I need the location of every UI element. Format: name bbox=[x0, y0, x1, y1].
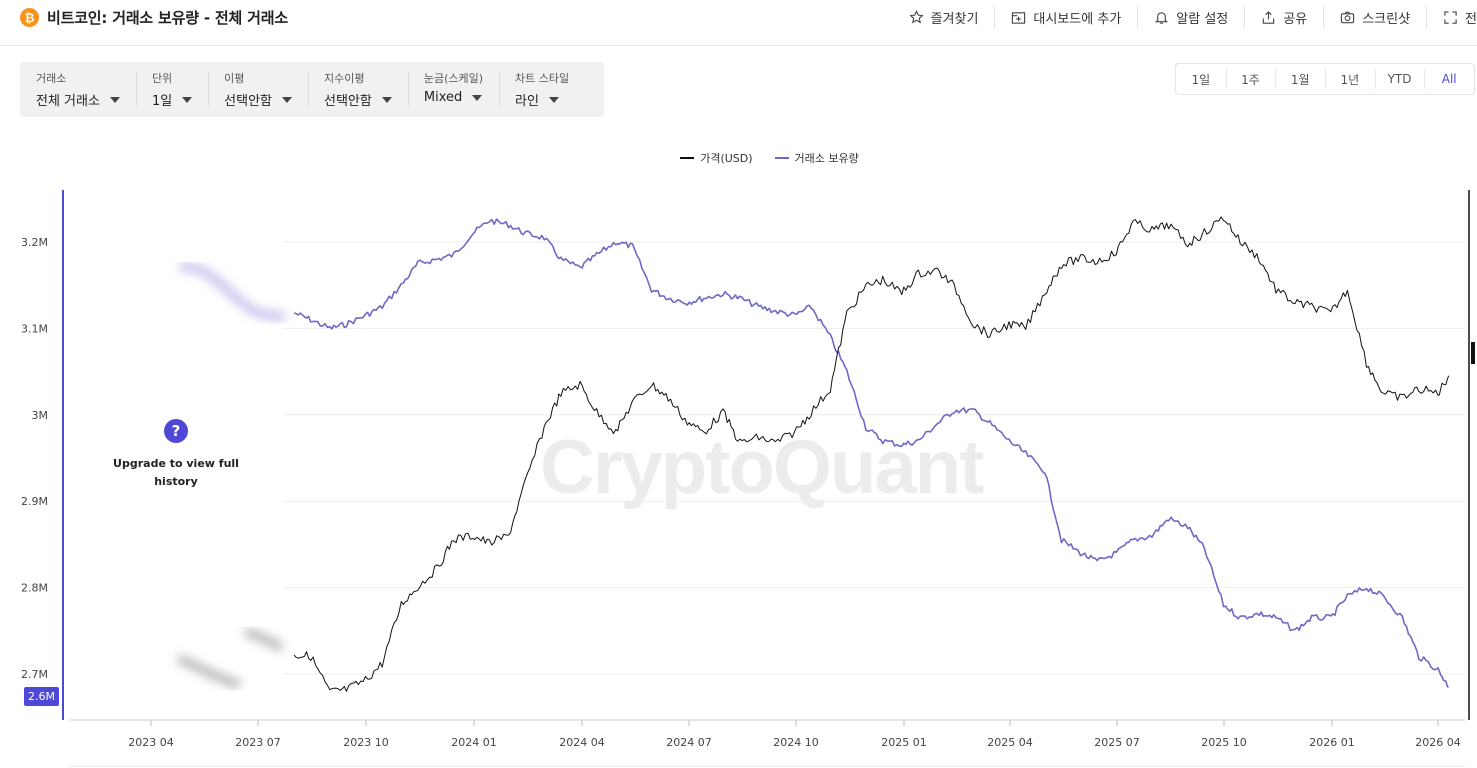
bell-icon bbox=[1155, 11, 1169, 24]
range-1w[interactable]: 1주 bbox=[1225, 67, 1276, 88]
current-value-badge: 2.6M bbox=[24, 687, 59, 706]
series-line-reserve bbox=[293, 218, 1449, 688]
legend-swatch-price bbox=[680, 157, 695, 159]
x-tick-label: 2023 07 bbox=[235, 736, 281, 749]
filter-panel: 거래소 전체 거래소 단위 1일 이평 선택안함 지수이평 선택안함 눈금(스케… bbox=[20, 62, 604, 117]
chevron-down-icon bbox=[472, 94, 483, 101]
share-icon bbox=[1263, 10, 1275, 24]
unit-filter-value: 1일 bbox=[151, 94, 173, 109]
x-tick-label: 2025 04 bbox=[987, 736, 1033, 749]
exchange-filter-label: 거래소 bbox=[36, 72, 67, 85]
x-tick-label: 2024 10 bbox=[773, 736, 819, 749]
legend-item-reserve[interactable]: 거래소 보유량 bbox=[774, 150, 859, 166]
legend-item-price[interactable]: 가격(USD) bbox=[680, 150, 753, 166]
favorite-label: 즐겨찾기 bbox=[930, 11, 979, 27]
chevron-down-icon bbox=[109, 96, 120, 103]
range-ytd[interactable]: YTD bbox=[1374, 69, 1425, 89]
star-icon bbox=[908, 9, 924, 23]
header-actions: 즐겨찾기 대시보드에 추가 알람 설정 공유 스크린샷 전 bbox=[893, 0, 1477, 34]
chart-legend: 가격(USD) 거래소 보유량 bbox=[0, 150, 1477, 166]
bitcoin-icon: ₿ bbox=[20, 8, 39, 27]
chart-style-filter-label: 차트 스타일 bbox=[515, 72, 570, 85]
fullscreen-label: 전 bbox=[1465, 11, 1477, 27]
series-lines bbox=[293, 216, 1450, 692]
ma-filter-label: 이평 bbox=[224, 72, 245, 85]
ma-filter[interactable]: 이평 선택안함 bbox=[208, 62, 308, 117]
legend-swatch-reserve bbox=[774, 157, 789, 159]
legend-label-price: 가격(USD) bbox=[700, 152, 753, 165]
screenshot-button[interactable]: 스크린샷 bbox=[1324, 6, 1428, 28]
header: ₿ 비트코인: 거래소 보유량 - 전체 거래소 즐겨찾기 대시보드에 추가 알… bbox=[0, 0, 1477, 46]
y-tick-label: 3.2M bbox=[21, 236, 48, 249]
x-tick-label: 2024 01 bbox=[451, 736, 497, 749]
screenshot-label: 스크린샷 bbox=[1362, 11, 1411, 27]
ema-filter-value: 선택안함 bbox=[324, 94, 372, 109]
x-tick-label: 2023 10 bbox=[343, 736, 389, 749]
blurred-history bbox=[176, 262, 287, 690]
favorite-button[interactable]: 즐겨찾기 bbox=[893, 6, 996, 28]
range-1d[interactable]: 1일 bbox=[1191, 72, 1211, 87]
x-tick-label: 2026 01 bbox=[1309, 736, 1355, 749]
upgrade-prompt[interactable]: ? Upgrade to view full history bbox=[106, 419, 246, 491]
camera-icon bbox=[1341, 11, 1355, 23]
y-tick-label: 3M bbox=[32, 409, 49, 422]
scale-filter-label: 눈금(스케일) bbox=[423, 72, 484, 85]
chevron-down-icon bbox=[548, 96, 559, 103]
series-line-price bbox=[293, 216, 1450, 692]
share-button[interactable]: 공유 bbox=[1245, 6, 1325, 28]
chevron-down-icon bbox=[182, 96, 193, 103]
blurred-price bbox=[176, 627, 285, 690]
ema-filter[interactable]: 지수이평 선택안함 bbox=[308, 62, 408, 117]
unit-filter-label: 단위 bbox=[151, 72, 173, 85]
y-tick-label: 2.7M bbox=[21, 668, 48, 681]
unit-filter[interactable]: 단위 1일 bbox=[135, 62, 208, 117]
share-label: 공유 bbox=[1283, 11, 1308, 27]
ema-filter-label: 지수이평 bbox=[324, 72, 365, 85]
y-tick-label: 2.8M bbox=[21, 582, 48, 595]
x-tick-label: 2024 07 bbox=[666, 736, 712, 749]
fullscreen-button[interactable]: 전 bbox=[1427, 6, 1477, 28]
y-tick-label: 2.9M bbox=[21, 495, 48, 508]
right-axis-marker bbox=[1471, 342, 1475, 364]
ma-filter-value: 선택안함 bbox=[224, 94, 273, 109]
x-tick-label: 2025 10 bbox=[1201, 736, 1247, 749]
y-axis-ticks: 3.2M 3.1M 3M 2.9M 2.8M 2.7M bbox=[21, 236, 48, 681]
range-1y[interactable]: 1년 bbox=[1325, 67, 1375, 88]
range-1m[interactable]: 1월 bbox=[1275, 67, 1325, 88]
range-selector: 1일 1주 1월 1년 YTD All bbox=[1175, 63, 1475, 95]
gridlines bbox=[283, 241, 1465, 675]
blurred-reserve bbox=[178, 262, 287, 323]
x-tick-label: 2025 01 bbox=[881, 736, 927, 749]
x-tick-label: 2025 07 bbox=[1094, 736, 1140, 749]
range-all[interactable]: All bbox=[1424, 69, 1474, 89]
x-tick-label: 2024 04 bbox=[559, 736, 605, 749]
exchange-filter[interactable]: 거래소 전체 거래소 bbox=[20, 62, 136, 117]
fullscreen-icon bbox=[1444, 10, 1457, 24]
chart-style-filter[interactable]: 차트 스타일 라인 bbox=[499, 62, 585, 117]
question-icon: ? bbox=[164, 419, 188, 443]
alarm-button[interactable]: 알람 설정 bbox=[1138, 6, 1246, 28]
title-area: ₿ 비트코인: 거래소 보유량 - 전체 거래소 bbox=[20, 7, 288, 28]
y-tick-label: 3.1M bbox=[21, 322, 48, 335]
chevron-down-icon bbox=[282, 96, 293, 103]
chart-style-filter-value: 라인 bbox=[515, 94, 539, 109]
scale-filter[interactable]: 눈금(스케일) Mixed bbox=[407, 62, 499, 117]
exchange-filter-value: 전체 거래소 bbox=[36, 94, 100, 109]
x-tick-label: 2023 04 bbox=[128, 736, 174, 749]
scale-filter-value: Mixed bbox=[423, 90, 463, 105]
chevron-down-icon bbox=[381, 96, 392, 103]
page-title: 비트코인: 거래소 보유량 - 전체 거래소 bbox=[47, 9, 288, 27]
upgrade-text: Upgrade to view full history bbox=[113, 457, 239, 488]
alarm-label: 알람 설정 bbox=[1176, 11, 1229, 27]
x-axis-ticks: 2023 04 2023 07 2023 10 2024 01 2024 04 2024 … bbox=[128, 720, 1461, 749]
add-to-dashboard-button[interactable]: 대시보드에 추가 bbox=[995, 6, 1139, 28]
dashboard-add-icon bbox=[1012, 11, 1026, 24]
x-tick-label: 2026 04 bbox=[1415, 736, 1461, 749]
legend-label-reserve: 거래소 보유량 bbox=[794, 152, 859, 165]
add-to-dashboard-label: 대시보드에 추가 bbox=[1033, 11, 1122, 27]
